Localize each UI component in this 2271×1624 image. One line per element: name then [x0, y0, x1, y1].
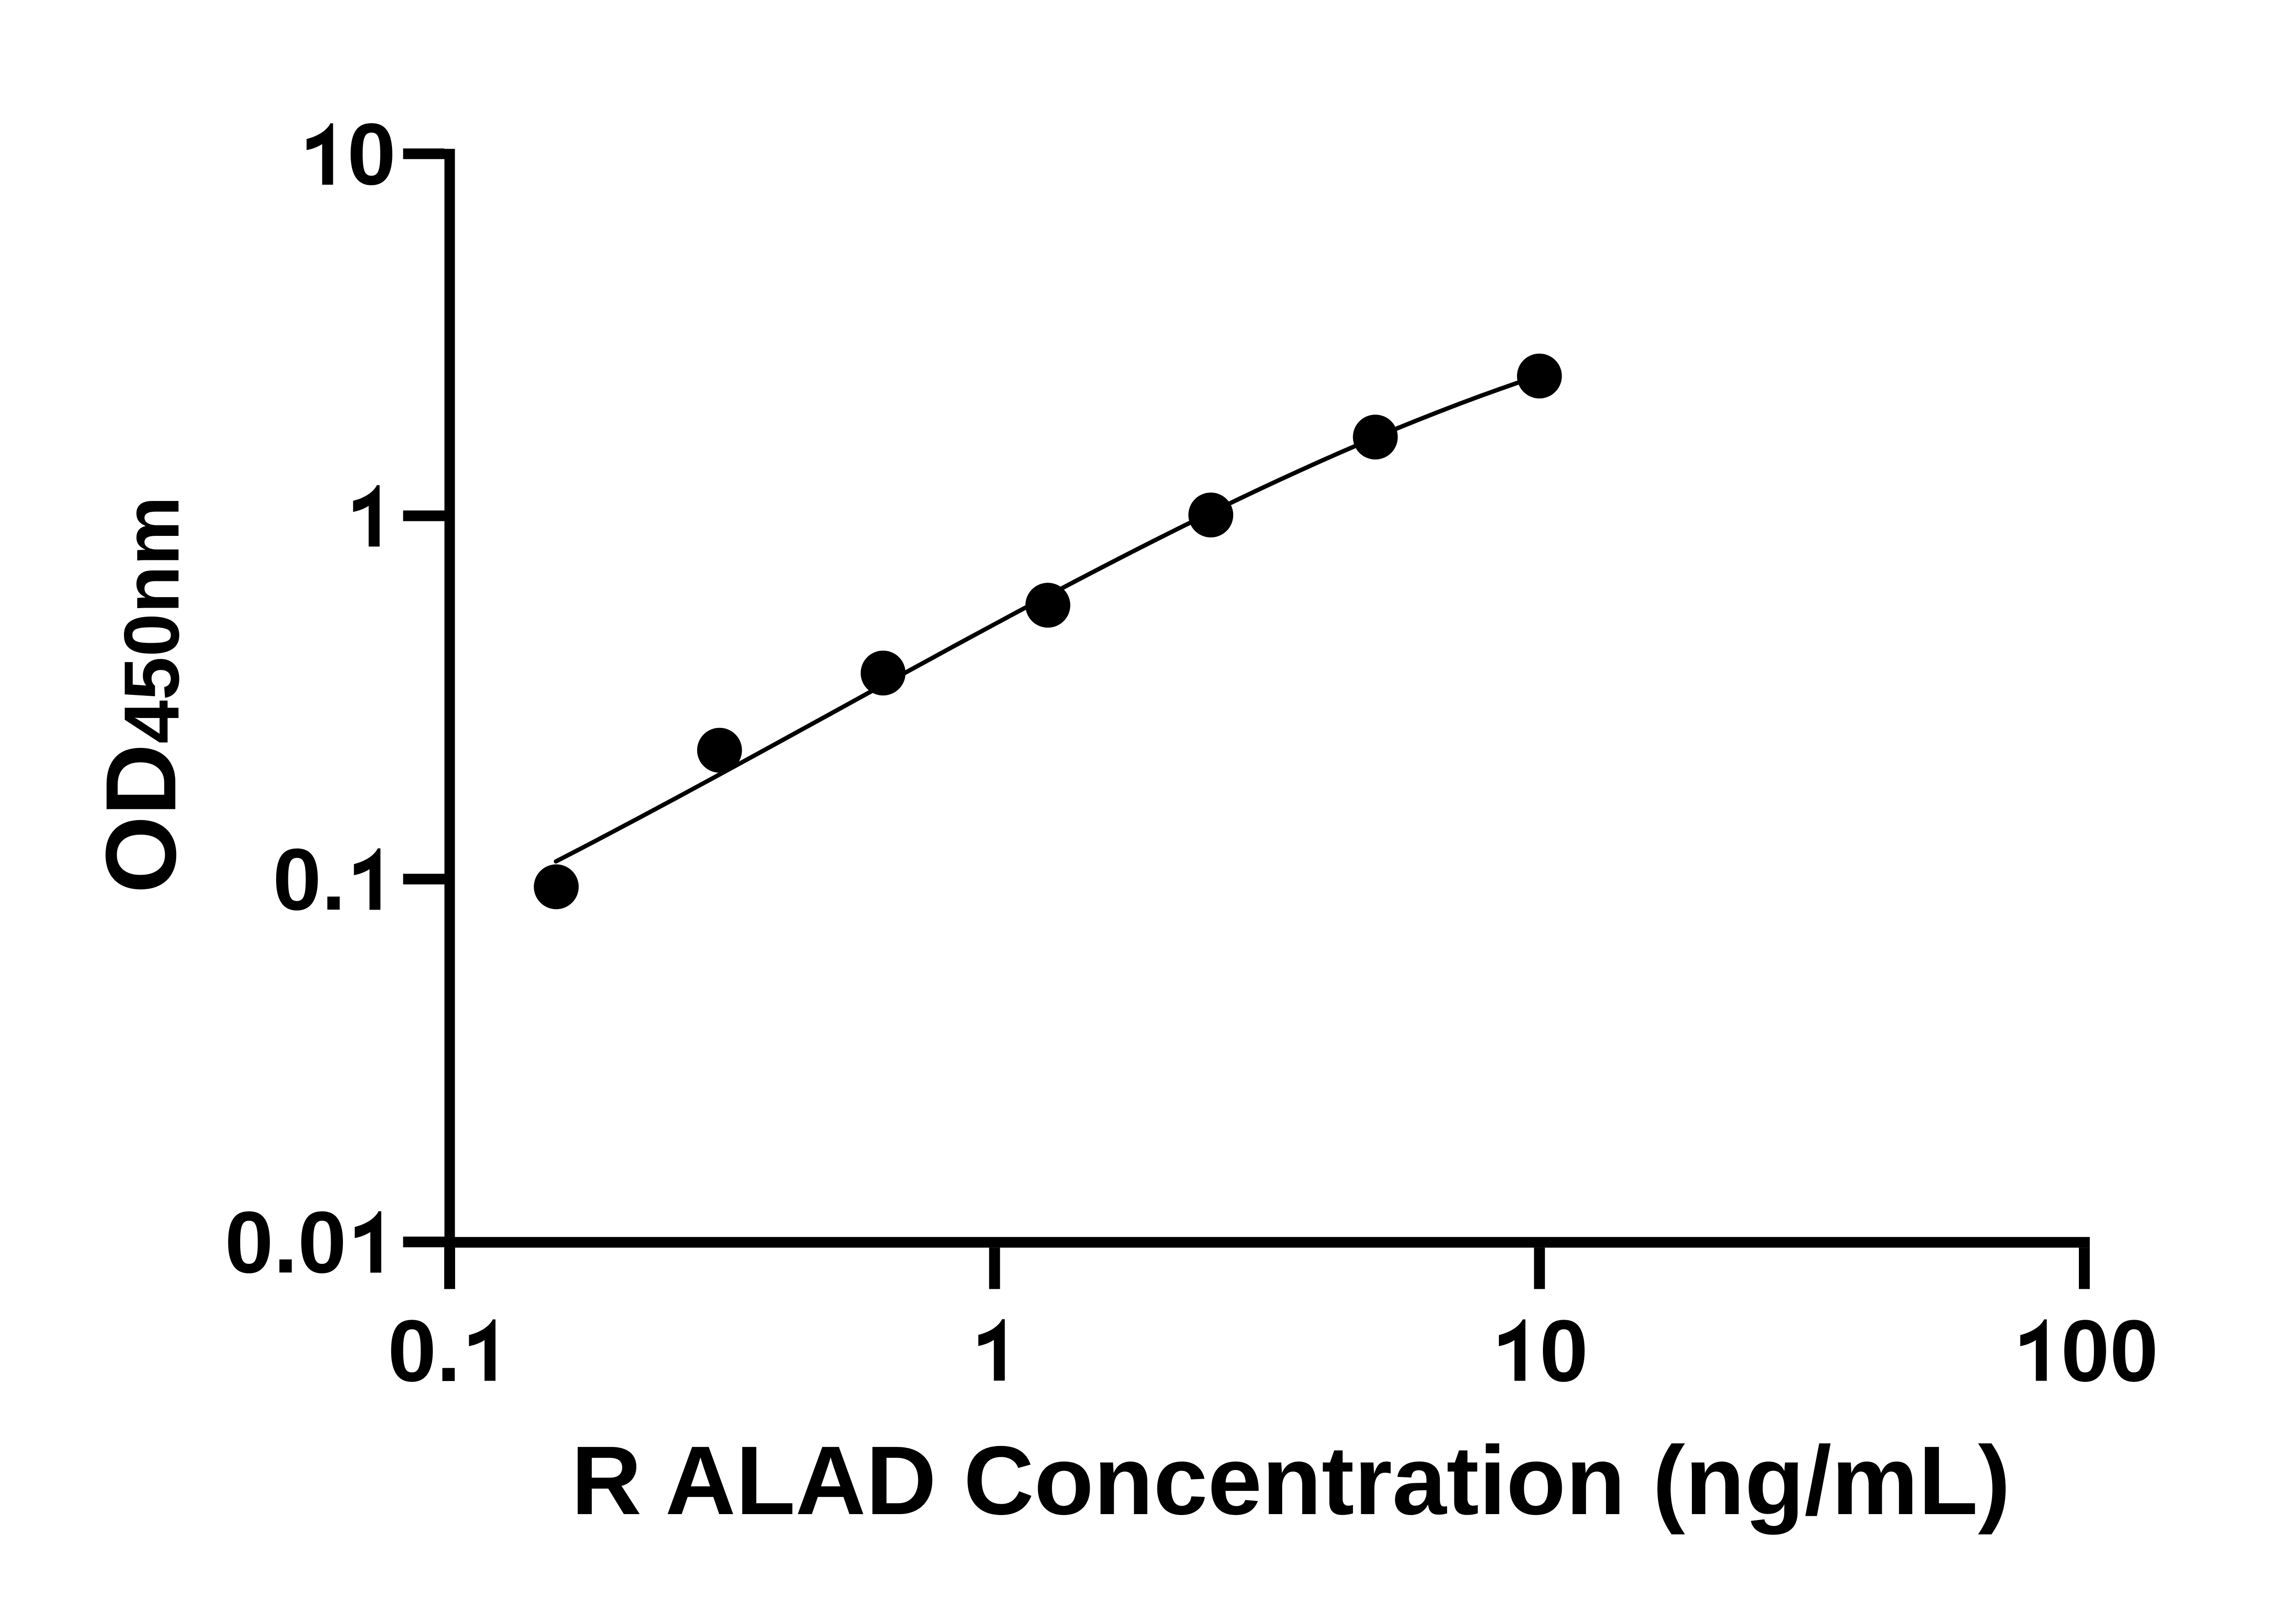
svg-text:0: 0 — [2061, 1302, 2109, 1400]
svg-text:0: 0 — [1539, 1302, 1588, 1400]
svg-text:R ALAD Concentration (ng/mL): R ALAD Concentration (ng/mL) — [571, 1426, 2011, 1535]
svg-text:0: 0 — [225, 1193, 273, 1291]
svg-text:0: 0 — [2110, 1302, 2158, 1400]
svg-text:.: . — [273, 1193, 298, 1291]
svg-text:0: 0 — [273, 830, 321, 928]
svg-text:0: 0 — [298, 1193, 347, 1291]
svg-text:.: . — [436, 1302, 461, 1400]
svg-text:0: 0 — [388, 1302, 436, 1400]
svg-text:0: 0 — [347, 105, 396, 203]
svg-text:.: . — [322, 830, 346, 928]
svg-text:OD450nm: OD450nm — [85, 496, 197, 894]
